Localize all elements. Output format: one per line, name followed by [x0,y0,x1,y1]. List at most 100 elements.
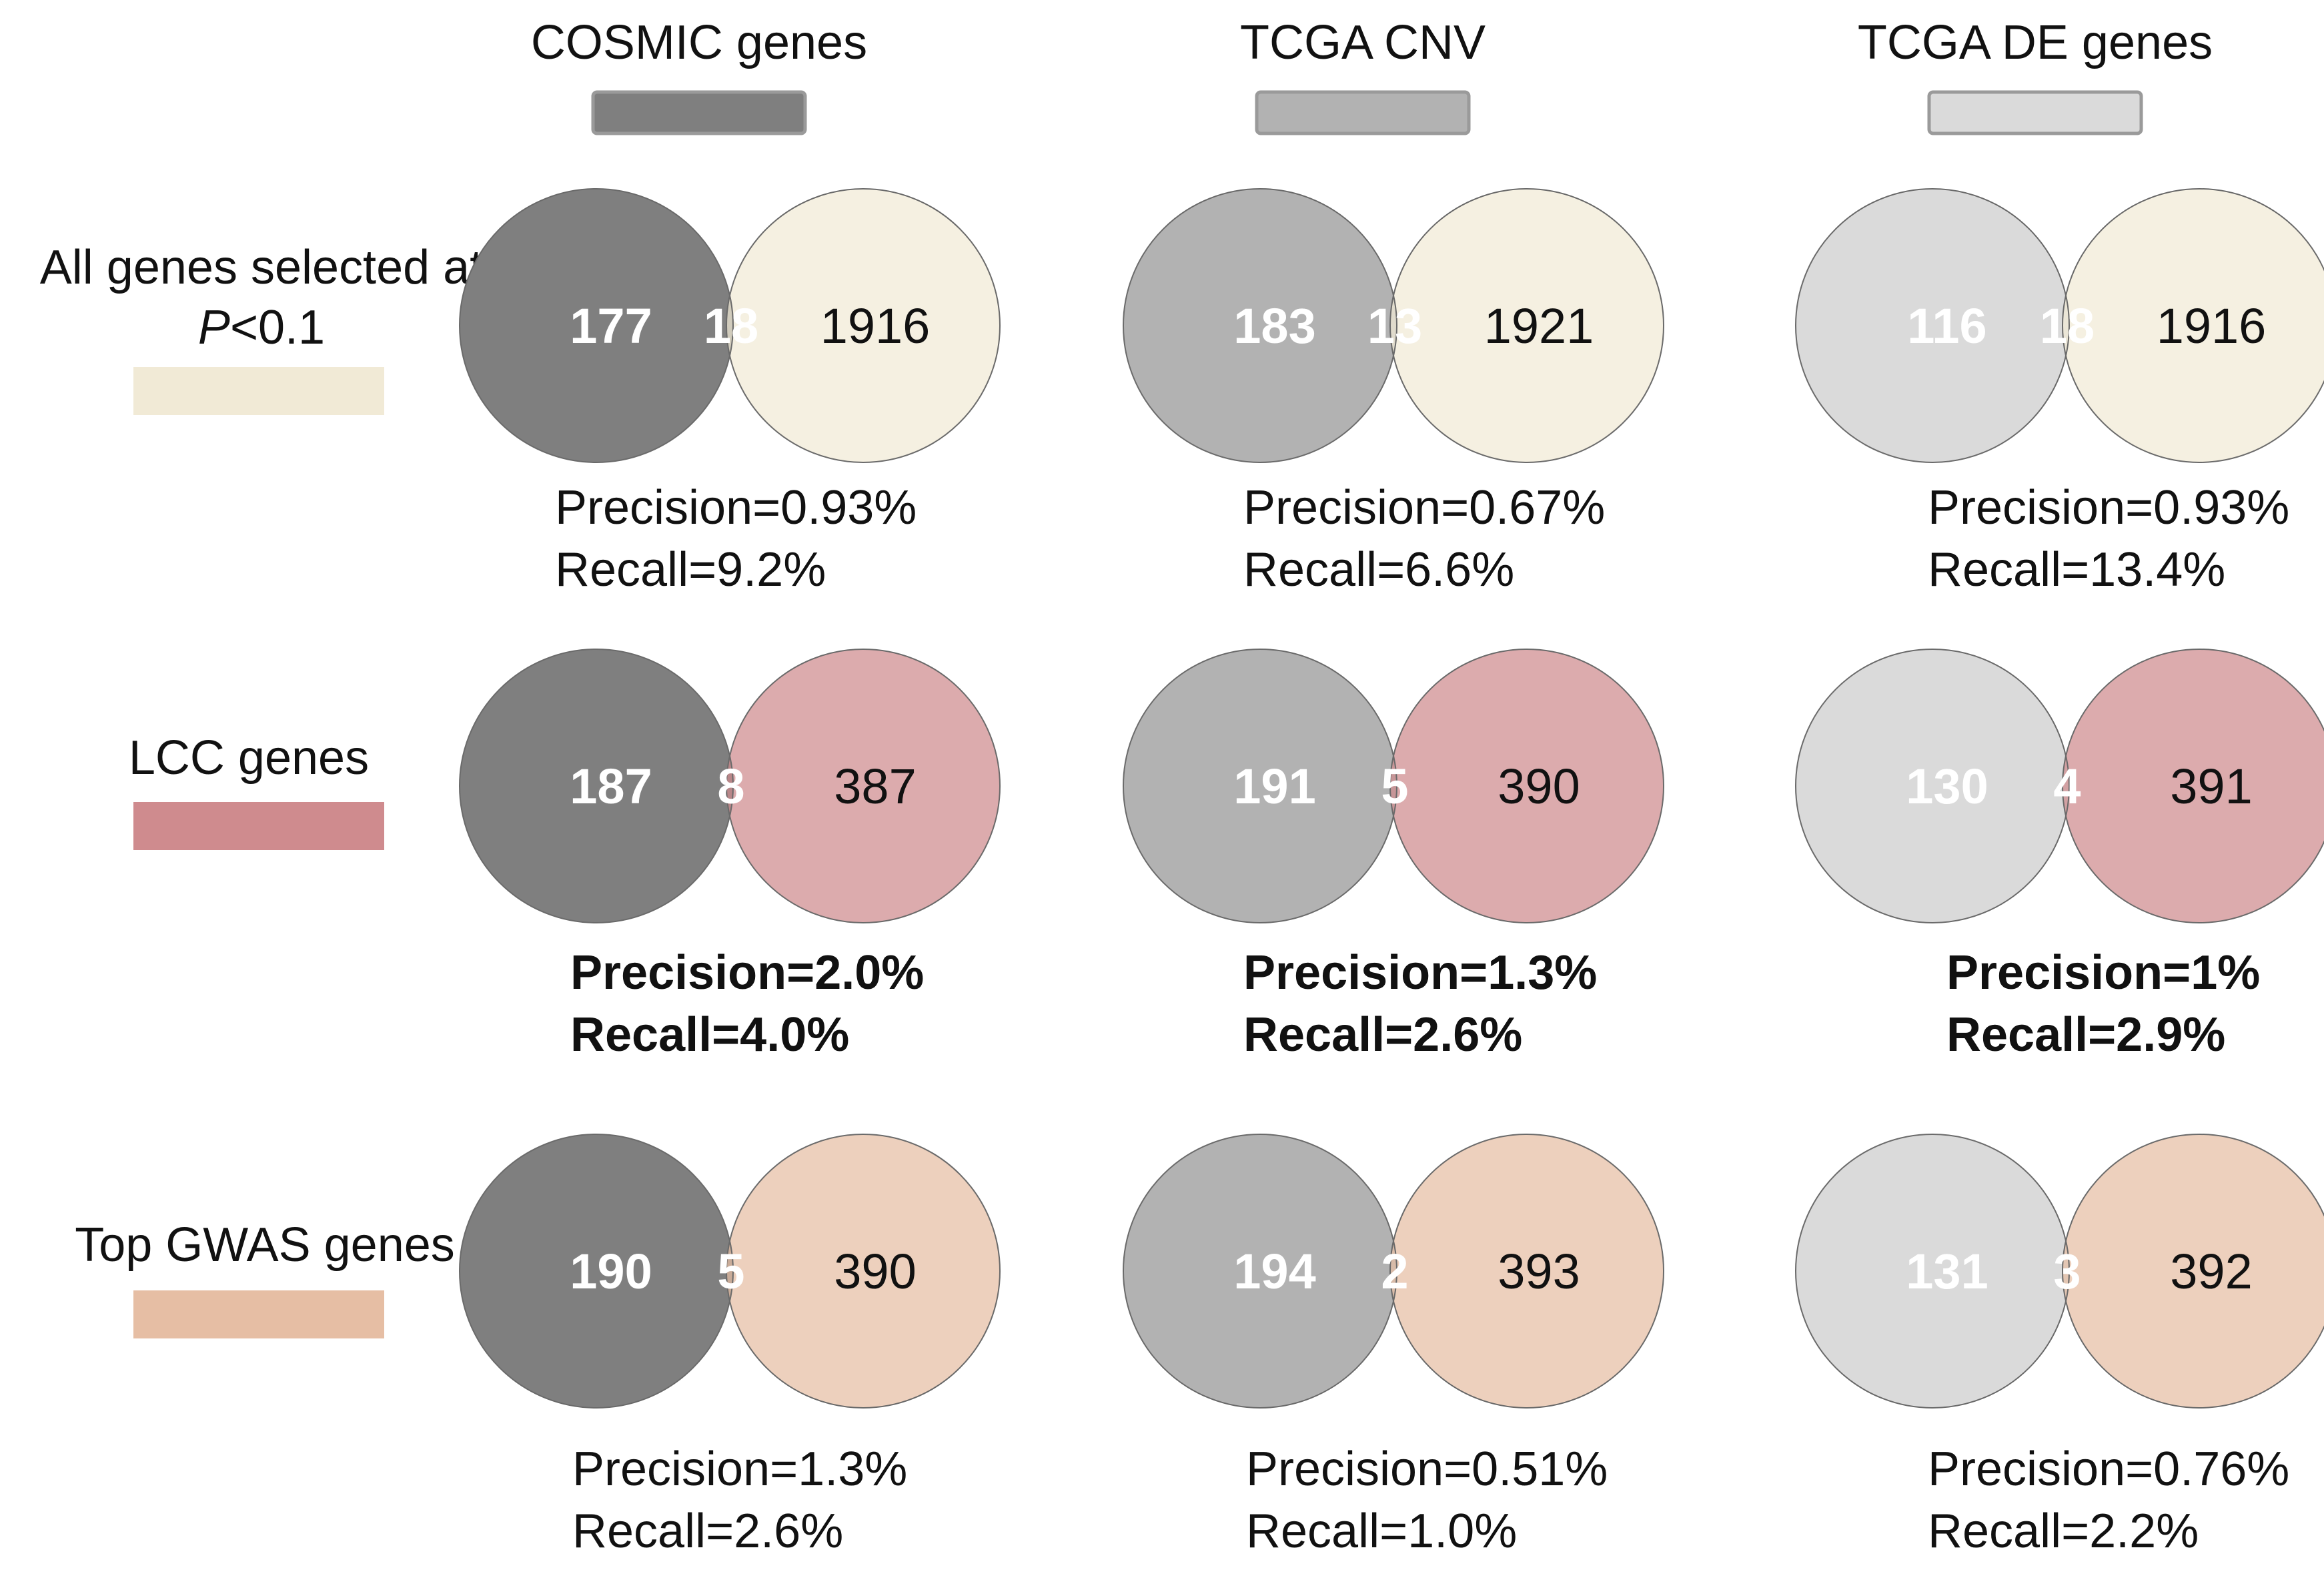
count-overlap: 2 [1381,1244,1408,1299]
row-label: All genes selected at [40,241,483,294]
venn-circle-reference [1123,649,1397,923]
row-label-threshold: P<0.1 [198,301,325,354]
recall-label: Recall=4.0% [570,1008,849,1062]
column-title: TCGA CNV [1240,16,1486,69]
precision-label: Precision=2.0% [570,946,924,1000]
count-selected-only: 1921 [1484,298,1594,354]
venn-circle-reference [460,649,733,923]
count-selected-only: 1916 [2157,298,2267,354]
venn-circle-reference [1796,649,2069,923]
recall-label: Recall=2.9% [1946,1008,2225,1062]
venn-circle-selected [726,649,1001,923]
count-reference-only: 177 [570,298,652,354]
count-overlap: 8 [717,759,744,814]
row-swatch [133,802,384,850]
count-selected-only: 387 [834,759,916,814]
column-title: COSMIC genes [531,16,867,69]
recall-label: Recall=6.6% [1243,543,1514,596]
row-header-all-genes: All genes selected at P<0.1 [40,241,483,415]
count-reference-only: 190 [570,1244,652,1299]
row-swatch [133,1290,384,1338]
count-reference-only: 191 [1233,759,1315,814]
venn-circle-selected [726,188,1001,463]
venn-circle-outline [459,188,734,463]
venn-circle-selected [2062,649,2324,923]
venn-circle-selected [1389,1134,1664,1409]
count-reference-only: 130 [1906,759,1988,814]
row-header-lcc-genes: LCC genes [129,731,384,850]
venn-circle-selected [2062,188,2324,463]
count-selected-only: 390 [1498,759,1580,814]
precision-label: Precision=0.51% [1246,1443,1608,1496]
column-swatch [591,90,807,135]
column-title: TCGA DE genes [1858,16,2213,69]
venn-top-gwas-genes-vs-tcga-cnv: 194 2 393 Precision=0.51% Recall=1.0% [1123,1134,1664,1558]
count-reference-only: 131 [1906,1244,1988,1299]
venn-circle-selected [1389,649,1664,923]
venn-circle-outline [459,1134,734,1409]
column-swatch [1927,90,2143,135]
precision-label: Precision=0.93% [555,481,917,534]
row-header-top-gwas-genes: Top GWAS genes [75,1218,455,1338]
count-selected-only: 390 [834,1244,916,1299]
recall-label: Recall=9.2% [555,543,826,596]
column-swatch [1255,90,1471,135]
recall-label: Recall=2.2% [1928,1505,2199,1558]
venn-top-gwas-genes-vs-cosmic: 190 5 390 Precision=1.3% Recall=2.6% [459,1134,1001,1558]
row-label: Top GWAS genes [75,1218,455,1272]
count-overlap: 13 [1367,298,1422,354]
venn-circle-reference [1123,189,1397,462]
count-reference-only: 116 [1907,298,1986,354]
recall-label: Recall=1.0% [1246,1505,1517,1558]
venn-lcc-genes-vs-tcga-de: 130 4 391 Precision=1% Recall=2.9% [1795,649,2324,1062]
venn-lcc-genes-vs-tcga-cnv: 191 5 390 Precision=1.3% Recall=2.6% [1123,649,1664,1062]
precision-label: Precision=0.93% [1928,481,2289,534]
venn-circle-reference [460,1134,733,1408]
venn-circle-outline [1795,1134,2070,1409]
venn-all-genes-vs-tcga-cnv: 183 13 1921 Precision=0.67% Recall=6.6% [1123,188,1664,596]
venn-all-genes-vs-tcga-de: 116 18 1916 Precision=0.93% Recall=13.4% [1795,188,2324,596]
count-overlap: 5 [1381,759,1408,814]
precision-label: Precision=1.3% [1243,946,1597,1000]
count-reference-only: 183 [1233,298,1315,354]
recall-label: Recall=13.4% [1928,543,2225,596]
venn-circle-reference [1796,1134,2069,1408]
count-overlap: 4 [2053,759,2081,814]
venn-circle-outline [459,649,734,923]
venn-circle-selected [2062,1134,2324,1409]
count-selected-only: 392 [2170,1244,2252,1299]
count-overlap: 18 [2040,298,2095,354]
column-header-tcga-cnv: TCGA CNV [1240,16,1486,135]
venn-circle-reference [1123,1134,1397,1408]
venn-all-genes-vs-cosmic: 177 18 1916 Precision=0.93% Recall=9.2% [459,188,1001,596]
count-selected-only: 393 [1498,1244,1580,1299]
count-reference-only: 194 [1233,1244,1315,1299]
venn-circle-reference [1796,189,2069,462]
column-header-tcga-de: TCGA DE genes [1858,16,2213,135]
count-selected-only: 391 [2170,759,2252,814]
venn-circle-selected [726,1134,1001,1409]
venn-circle-selected [1389,188,1664,463]
precision-label: Precision=0.67% [1243,481,1605,534]
count-overlap: 5 [717,1244,744,1299]
venn-circle-outline [1795,188,2070,463]
venn-circle-outline [1123,1134,1397,1409]
venn-circle-outline [1123,188,1397,463]
precision-label: Precision=1.3% [572,1443,907,1496]
row-swatch [133,367,384,415]
count-overlap: 18 [704,298,758,354]
count-overlap: 3 [2053,1244,2081,1299]
venn-top-gwas-genes-vs-tcga-de: 131 3 392 Precision=0.76% Recall=2.2% [1795,1134,2324,1558]
venn-circle-outline [1795,649,2070,923]
recall-label: Recall=2.6% [1243,1008,1522,1062]
precision-label: Precision=1% [1946,946,2260,1000]
count-selected-only: 1916 [820,298,931,354]
venn-lcc-genes-vs-cosmic: 187 8 387 Precision=2.0% Recall=4.0% [459,649,1001,1062]
venn-circle-reference [460,189,733,462]
precision-label: Precision=0.76% [1928,1443,2289,1496]
row-label: LCC genes [129,731,369,785]
recall-label: Recall=2.6% [572,1505,843,1558]
count-reference-only: 187 [570,759,652,814]
column-header-cosmic: COSMIC genes [531,16,867,135]
